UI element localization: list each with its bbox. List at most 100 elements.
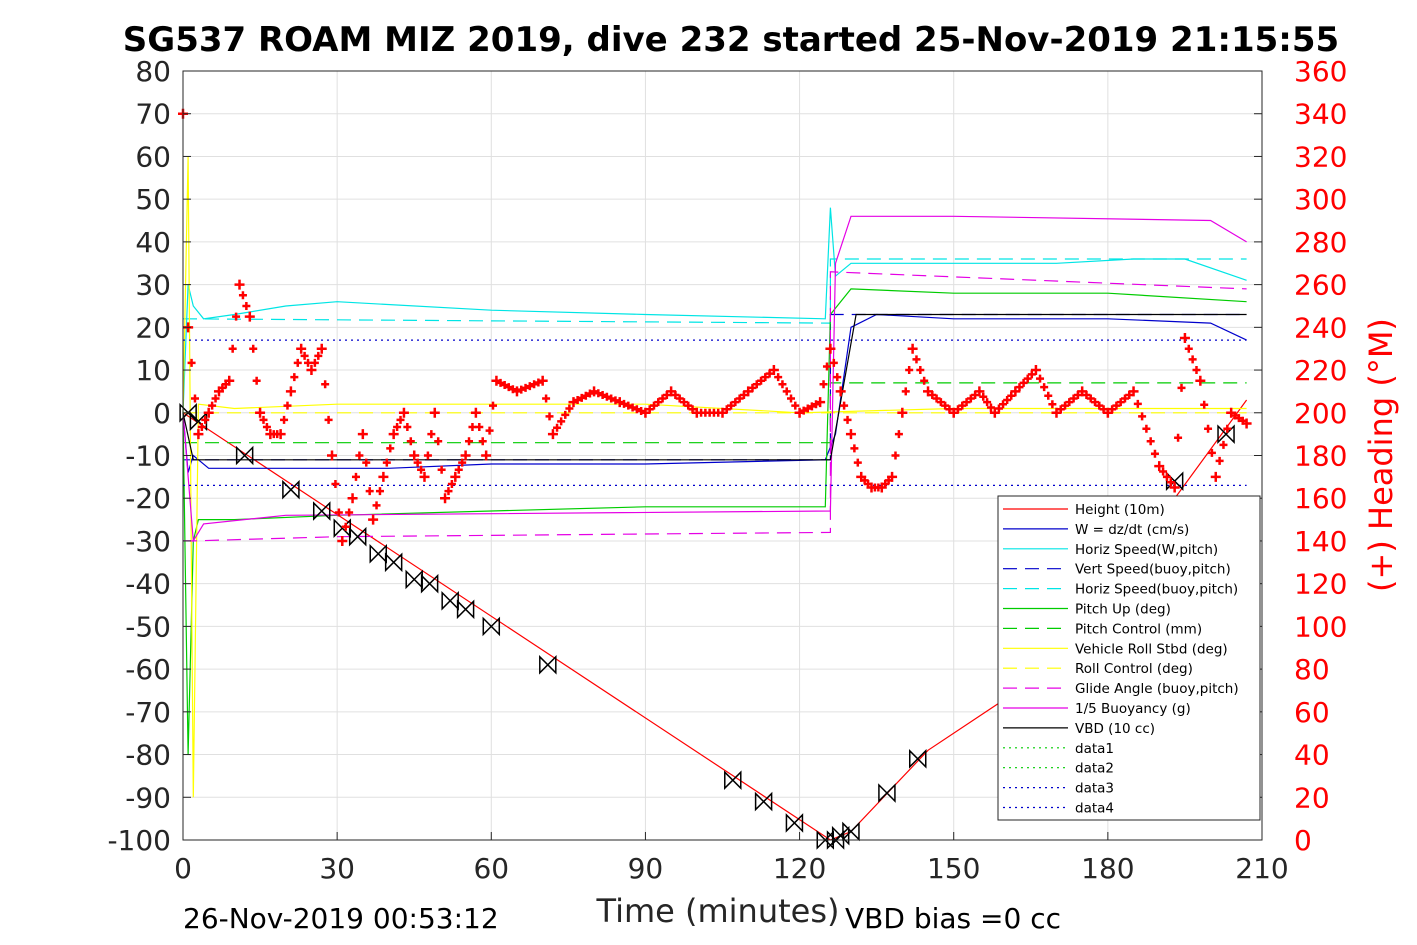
series-line-5 — [182, 288, 1247, 755]
heading-point — [504, 383, 513, 392]
left-tick-label: -70 — [125, 696, 171, 729]
heading-point — [285, 386, 296, 397]
heading-point — [912, 355, 921, 364]
heading-point — [388, 429, 399, 440]
heading-point — [208, 401, 217, 410]
heading-point — [362, 458, 371, 467]
heading-point — [244, 311, 255, 322]
heading-point — [242, 301, 251, 310]
heading-point — [310, 358, 319, 367]
heading-point — [1179, 333, 1190, 344]
heading-point — [1174, 433, 1183, 442]
left-tick-label: -50 — [125, 610, 171, 643]
right-axis-ticks: 3603403203002802602402202001801601401201… — [1254, 55, 1347, 857]
right-tick-label: 40 — [1294, 739, 1330, 772]
heading-point — [324, 415, 333, 424]
heading-point — [649, 401, 658, 410]
right-tick-label: 60 — [1294, 696, 1330, 729]
heading-point — [819, 380, 828, 389]
heading-point — [1116, 398, 1125, 407]
legend-label-12: data1 — [1075, 741, 1114, 757]
heading-point — [347, 493, 358, 504]
direction-marker — [420, 573, 439, 594]
heading-point — [488, 401, 497, 410]
heading-point — [891, 451, 900, 460]
heading-point — [447, 479, 456, 488]
heading-point — [1195, 375, 1206, 386]
heading-point — [815, 397, 826, 408]
heading-point — [1177, 383, 1186, 392]
heading-point — [835, 386, 846, 397]
heading-point — [581, 391, 590, 400]
x-axis-label: Time (minutes) — [596, 892, 840, 930]
direction-marker — [724, 770, 742, 790]
heading-point — [355, 451, 364, 460]
heading-point — [1108, 405, 1117, 414]
heading-point — [894, 430, 903, 439]
direction-marker — [1217, 424, 1235, 444]
left-tick-label: -10 — [125, 440, 171, 473]
heading-point — [748, 383, 757, 392]
heading-point — [454, 465, 463, 474]
direction-marker — [456, 599, 475, 620]
heading-point — [1061, 401, 1070, 410]
direction-marker — [405, 569, 423, 590]
heading-point — [238, 291, 247, 300]
heading-point — [478, 437, 487, 446]
heading-point — [314, 351, 323, 360]
left-tick-label: -100 — [107, 824, 171, 857]
heading-point — [833, 373, 842, 382]
heading-point — [331, 479, 340, 488]
series-line-10 — [182, 215, 1247, 543]
left-tick-label: 0 — [153, 397, 171, 430]
heading-point — [645, 405, 654, 414]
heading-point — [232, 312, 241, 321]
heading-point — [1015, 383, 1024, 392]
heading-point — [658, 394, 667, 403]
heading-point — [1027, 370, 1036, 379]
heading-point — [547, 429, 558, 440]
heading-point — [974, 386, 985, 397]
left-tick-label: 30 — [135, 269, 171, 302]
heading-point — [1082, 390, 1091, 399]
right-tick-label: 220 — [1294, 354, 1347, 387]
heading-point — [675, 394, 684, 403]
x-tick-label: 120 — [773, 852, 826, 885]
heading-point — [1142, 424, 1151, 433]
heading-point — [853, 458, 862, 467]
left-tick-label: -30 — [125, 525, 171, 558]
heading-point — [1138, 412, 1147, 421]
heading-point — [731, 398, 740, 407]
heading-point — [372, 501, 381, 510]
heading-point — [936, 398, 945, 407]
heading-point — [306, 365, 317, 376]
direction-marker — [1165, 471, 1184, 491]
direction-marker — [312, 501, 331, 521]
direction-marker — [539, 655, 557, 675]
heading-point — [321, 380, 330, 389]
legend-label-15: data4 — [1075, 801, 1114, 817]
heading-point — [1112, 401, 1121, 410]
heading-point — [901, 387, 910, 396]
heading-point — [224, 375, 235, 386]
heading-point — [1207, 448, 1216, 457]
left-tick-label: -60 — [125, 653, 171, 686]
footer-vbd-bias: VBD bias =0 cc — [845, 902, 1061, 935]
direction-marker — [333, 518, 352, 538]
heading-point — [1030, 365, 1041, 376]
heading-point — [485, 426, 494, 435]
heading-point — [259, 415, 268, 424]
right-tick-label: 180 — [1294, 440, 1347, 473]
left-tick-label: 20 — [135, 311, 171, 344]
heading-point — [327, 450, 338, 461]
heading-point — [825, 343, 836, 354]
heading-point — [525, 382, 534, 391]
right-tick-label: 300 — [1294, 183, 1347, 216]
heading-point — [953, 405, 962, 414]
heading-point — [211, 394, 220, 403]
series-line-2 — [182, 207, 1247, 413]
right-tick-label: 160 — [1294, 482, 1347, 515]
heading-point — [905, 366, 914, 375]
left-tick-label: -90 — [125, 781, 171, 814]
legend-label-5: Pitch Up (deg) — [1075, 602, 1171, 618]
